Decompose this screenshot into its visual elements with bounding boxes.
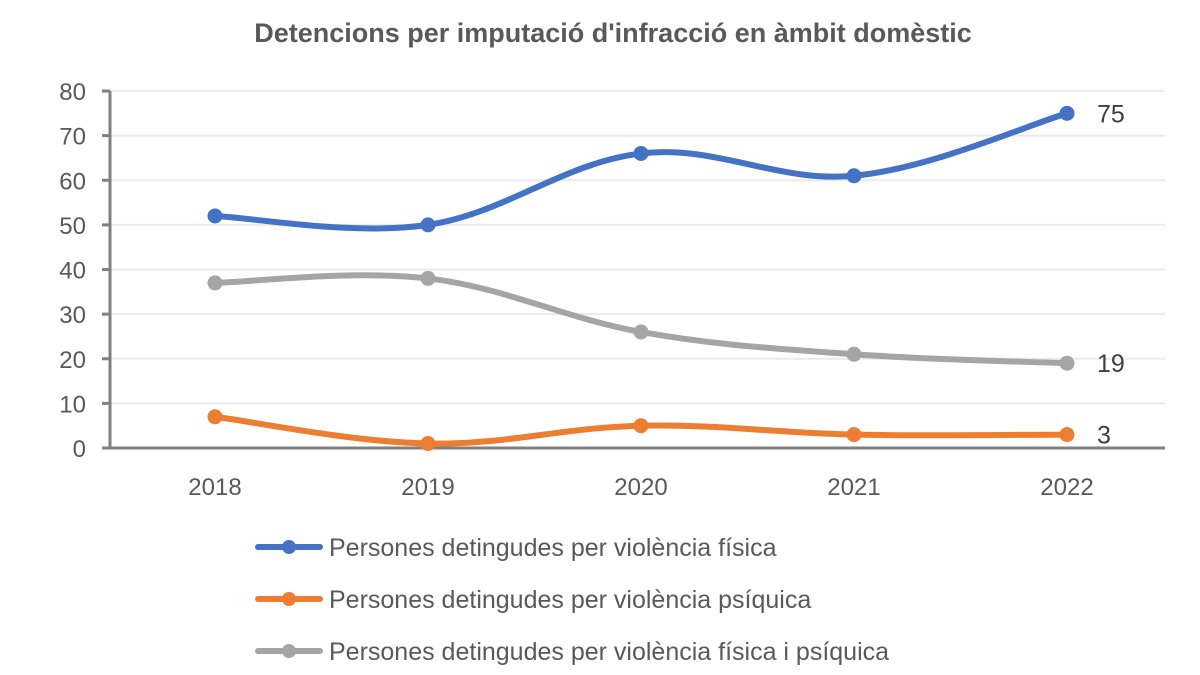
legend-item: Persones detingudes per violència física… <box>255 638 889 666</box>
data-point <box>207 208 223 224</box>
data-point <box>1059 355 1075 371</box>
legend-item: Persones detingudes per violència física <box>255 534 777 562</box>
data-label: 3 <box>1097 422 1111 450</box>
data-point <box>846 427 862 443</box>
series-2: 19 <box>207 270 1125 378</box>
x-axis-ticks: 2018 2019 2020 2021 2022 <box>188 474 1093 501</box>
data-point <box>420 270 436 286</box>
legend-label: Persones detingudes per violència física <box>329 534 777 562</box>
data-point <box>633 324 649 340</box>
y-tick-label: 10 <box>59 391 86 418</box>
data-point <box>1059 105 1075 121</box>
series-group: 19 3 75 <box>207 100 1125 452</box>
y-tick-label: 50 <box>59 213 86 240</box>
x-tick-label: 2019 <box>401 474 454 501</box>
series-0: 75 <box>207 100 1125 233</box>
legend-marker-icon <box>282 592 296 606</box>
data-label: 19 <box>1097 350 1125 378</box>
y-tick-label: 70 <box>59 124 86 151</box>
x-tick-label: 2018 <box>188 474 241 501</box>
y-tick-label: 80 <box>59 79 86 106</box>
data-point <box>633 145 649 161</box>
series-1: 3 <box>207 409 1111 452</box>
legend-marker-icon <box>282 644 296 658</box>
y-tick-label: 40 <box>59 258 86 285</box>
data-point <box>1059 427 1075 443</box>
y-tick-label: 30 <box>59 302 86 329</box>
series-line <box>212 272 1070 367</box>
x-tick-label: 2020 <box>614 474 667 501</box>
legend-label: Persones detingudes per violència física… <box>329 638 889 666</box>
y-axis-ticks: 0 10 20 30 40 50 60 70 80 <box>59 79 110 463</box>
x-tick-label: 2021 <box>827 474 880 501</box>
data-point <box>420 436 436 452</box>
y-tick-label: 60 <box>59 168 86 195</box>
y-tick-label: 20 <box>59 347 86 374</box>
legend-item: Persones detingudes per violència psíqui… <box>255 586 811 614</box>
data-point <box>420 217 436 233</box>
data-point <box>207 409 223 425</box>
series-line <box>212 110 1070 232</box>
data-point <box>633 418 649 434</box>
legend: Persones detingudes per violència física… <box>255 534 889 666</box>
data-point <box>846 168 862 184</box>
legend-label: Persones detingudes per violència psíqui… <box>329 586 811 614</box>
x-tick-label: 2022 <box>1040 474 1093 501</box>
y-tick-label: 0 <box>73 436 86 463</box>
chart-title: Detencions per imputació d'infracció en … <box>254 18 972 48</box>
data-point <box>207 275 223 291</box>
data-point <box>846 346 862 362</box>
legend-marker-icon <box>282 540 296 554</box>
data-label: 75 <box>1097 100 1125 128</box>
